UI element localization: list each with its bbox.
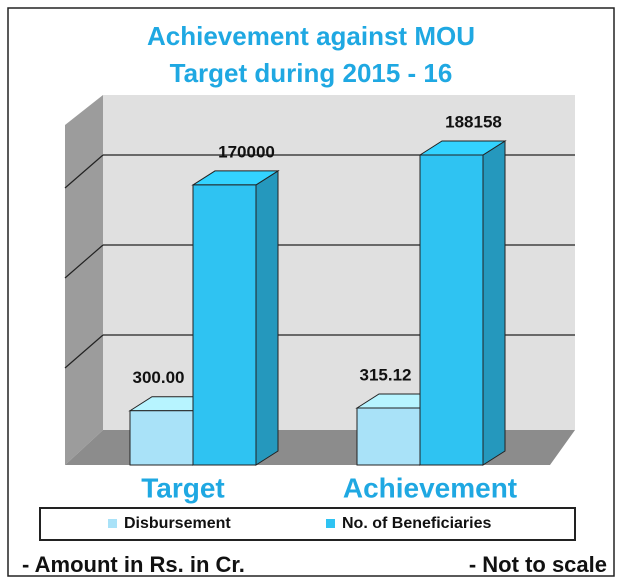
grid-line xyxy=(64,244,104,279)
data-label: 170000 xyxy=(218,142,275,161)
legend-swatch xyxy=(326,519,335,528)
legend-swatch xyxy=(108,519,117,528)
bar xyxy=(419,154,484,466)
footnote: - Amount in Rs. in Cr. xyxy=(22,552,245,577)
data-label: 300.00 xyxy=(133,368,185,387)
x-tick-label: Target xyxy=(141,472,225,503)
grid-line xyxy=(64,154,104,189)
legend-label: No. of Beneficiaries xyxy=(342,515,491,532)
footnote: - Not to scale xyxy=(469,552,607,577)
data-label: 188158 xyxy=(445,112,502,131)
data-label: 315.12 xyxy=(360,365,412,384)
x-tick-label: Achievement xyxy=(343,472,517,503)
left-wall xyxy=(65,95,103,465)
bar-side xyxy=(255,170,279,466)
bar xyxy=(129,410,194,466)
chart-title: Achievement against MOU xyxy=(147,21,475,51)
bar xyxy=(192,184,257,466)
bar xyxy=(356,407,421,466)
legend xyxy=(39,507,576,541)
bar-side xyxy=(482,140,506,466)
legend-label: Disbursement xyxy=(124,515,231,532)
chart-title: Target during 2015 - 16 xyxy=(170,58,453,88)
grid-line xyxy=(64,334,104,369)
